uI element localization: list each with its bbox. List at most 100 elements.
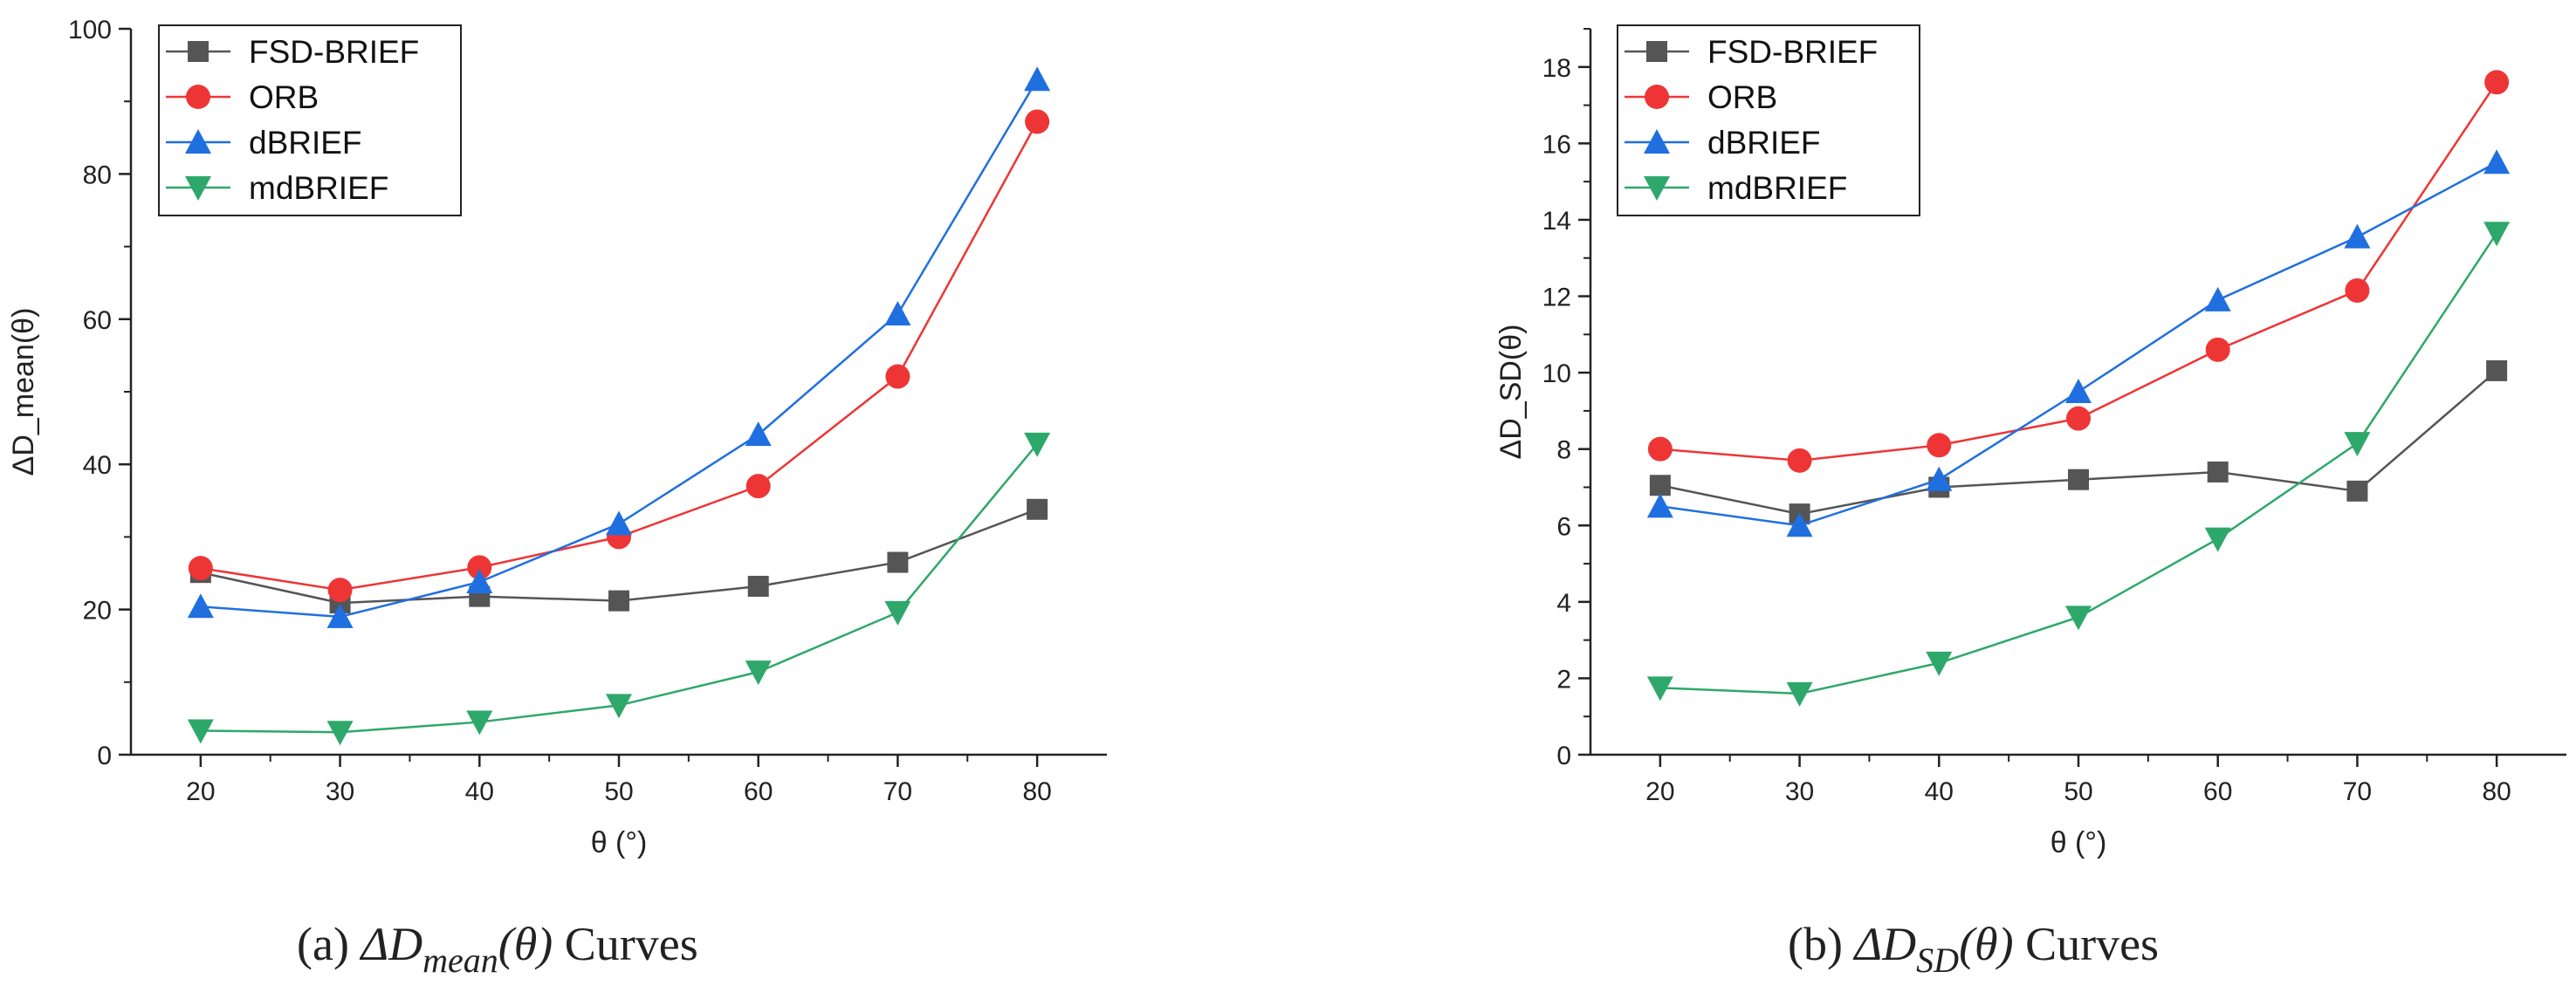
y-tick-label: 10	[1542, 359, 1571, 388]
x-axis-title: θ (°)	[591, 826, 648, 859]
x-tick-label: 40	[1925, 777, 1954, 806]
data-point	[467, 555, 492, 580]
data-point	[1649, 475, 1671, 496]
x-tick-label: 70	[2343, 777, 2372, 806]
data-point	[608, 590, 629, 612]
data-point	[1927, 433, 1952, 458]
data-point	[1926, 651, 1953, 676]
caption-suffix: Curves	[553, 918, 697, 970]
y-tick-label: 8	[1556, 436, 1571, 465]
data-point	[887, 551, 909, 573]
x-tick-label: 20	[1645, 777, 1674, 806]
data-point	[2486, 359, 2508, 381]
x-tick-label: 20	[186, 777, 215, 806]
legend-marker	[1645, 85, 1669, 109]
y-tick-label: 2	[1556, 665, 1571, 694]
y-tick-label: 100	[68, 16, 112, 44]
data-point	[326, 721, 354, 746]
series-orb	[1647, 70, 2510, 473]
legend-label: dBRIEF	[1707, 125, 1821, 161]
x-tick-label: 80	[2482, 777, 2511, 806]
x-tick-label: 60	[744, 777, 773, 806]
data-point	[2344, 223, 2371, 249]
data-point	[1926, 466, 1953, 491]
data-point	[1024, 66, 1051, 92]
data-point	[1025, 109, 1050, 134]
data-point	[2205, 337, 2230, 362]
caption: (b) ΔDSD(θ) Curves	[1788, 918, 2159, 980]
y-tick-label: 60	[83, 306, 112, 335]
data-point	[2346, 480, 2368, 502]
data-point	[1647, 436, 1673, 462]
legend-marker	[185, 176, 211, 201]
data-point	[2065, 606, 2092, 631]
data-point	[745, 660, 772, 686]
caption-symbol: ΔD	[359, 918, 422, 970]
series-mdbrief	[1646, 222, 2511, 707]
caption-subscript: SD	[1916, 941, 1959, 980]
legend-label: ORB	[1707, 79, 1777, 115]
data-point	[2066, 406, 2091, 431]
legend-marker	[188, 41, 209, 62]
data-point	[1646, 676, 1673, 701]
data-point	[606, 510, 632, 536]
data-point	[2068, 469, 2089, 490]
legend-label: FSD-BRIEF	[1707, 34, 1878, 70]
x-tick-label: 50	[604, 777, 633, 806]
data-point	[327, 578, 353, 603]
data-point	[2065, 379, 2092, 403]
data-point	[2207, 461, 2229, 482]
legend-label: mdBRIEF	[249, 170, 388, 206]
caption-arg: (θ)	[1959, 918, 2014, 970]
data-point	[1024, 432, 1051, 457]
legend-label: mdBRIEF	[1707, 170, 1847, 206]
x-tick-label: 40	[465, 777, 494, 806]
legend-label: ORB	[249, 79, 319, 115]
data-point	[1786, 512, 1813, 537]
chart-b: 20 30 40 50 60 70 80 0 2 4 6 8 10 12 14 16 18 θ (°) ΔD_SD(…	[1494, 24, 2566, 859]
caption-prefix: (b)	[1788, 918, 1854, 970]
y-axis-title: ΔD_mean(θ)	[7, 308, 40, 476]
caption: (a) ΔDmean(θ) Curves	[297, 918, 698, 980]
legend: FSD-BRIEF ORB dBRIEF mdBRIEF	[1617, 24, 1920, 216]
y-tick-label: 40	[83, 451, 112, 480]
legend-label: FSD-BRIEF	[249, 34, 419, 70]
legend: FSD-BRIEF ORB dBRIEF mdBRIEF	[158, 24, 462, 216]
data-point	[885, 364, 910, 389]
data-point	[1787, 448, 1812, 473]
data-point	[187, 719, 214, 744]
y-tick-label: 4	[1556, 589, 1571, 618]
legend-box	[1617, 24, 1920, 216]
series-dbrief	[187, 66, 1051, 628]
y-tick-label: 80	[83, 161, 112, 189]
y-tick-label: 16	[1542, 130, 1571, 159]
data-point	[466, 710, 493, 736]
caption-arg: (θ)	[498, 918, 553, 970]
data-point	[1646, 493, 1673, 518]
legend-marker	[1644, 176, 1670, 201]
data-point	[2483, 222, 2511, 247]
caption-suffix: Curves	[2014, 918, 2159, 970]
legend-box	[158, 24, 462, 216]
x-tick-label: 30	[326, 777, 354, 806]
data-point	[326, 603, 354, 628]
data-point	[188, 556, 213, 581]
y-tick-label: 18	[1542, 54, 1571, 83]
y-axis-title: ΔD_SD(θ)	[1494, 325, 1528, 460]
y-tick-label: 20	[83, 597, 112, 626]
series-dbrief	[1646, 149, 2511, 537]
data-point	[1027, 498, 1048, 520]
data-point	[2483, 149, 2511, 174]
data-point	[2204, 286, 2231, 311]
legend-marker	[186, 85, 210, 109]
x-tick-label: 80	[1022, 777, 1051, 806]
data-point	[1786, 681, 1813, 707]
caption-subscript: mean	[422, 941, 498, 980]
data-point	[745, 474, 771, 499]
y-tick-label: 0	[97, 742, 112, 770]
x-tick-label: 50	[2064, 777, 2092, 806]
legend-marker	[1644, 129, 1670, 154]
data-point	[747, 575, 769, 597]
caption-symbol: ΔD	[1852, 918, 1916, 970]
